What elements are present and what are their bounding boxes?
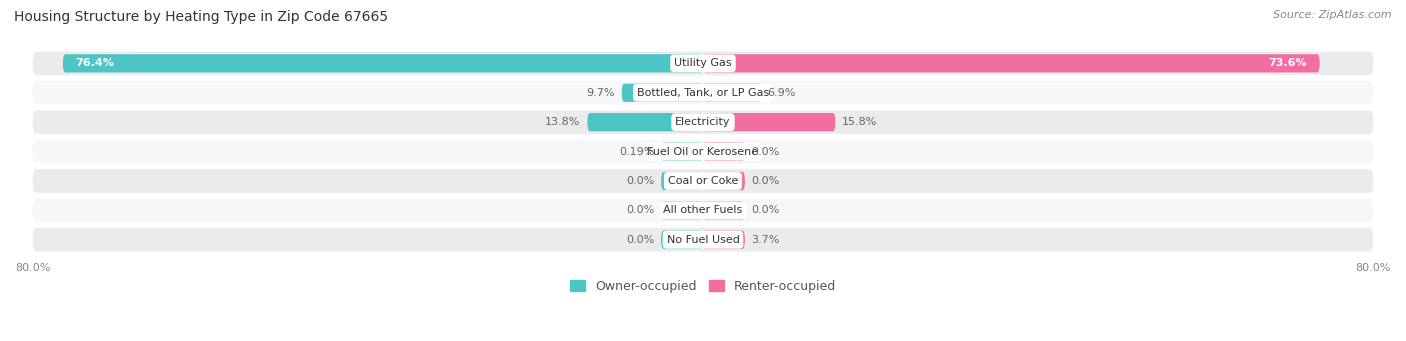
Text: 0.0%: 0.0% [752,176,780,186]
FancyBboxPatch shape [703,54,1320,72]
FancyBboxPatch shape [32,169,1374,193]
Text: Utility Gas: Utility Gas [675,58,731,68]
FancyBboxPatch shape [32,228,1374,252]
Text: 0.0%: 0.0% [752,147,780,157]
FancyBboxPatch shape [661,201,703,220]
FancyBboxPatch shape [703,143,745,161]
Text: Electricity: Electricity [675,117,731,127]
Text: Housing Structure by Heating Type in Zip Code 67665: Housing Structure by Heating Type in Zip… [14,10,388,24]
Text: All other Fuels: All other Fuels [664,205,742,216]
Text: Fuel Oil or Kerosene: Fuel Oil or Kerosene [647,147,759,157]
FancyBboxPatch shape [703,172,745,190]
FancyBboxPatch shape [703,84,761,102]
Text: 0.19%: 0.19% [619,147,654,157]
Text: 0.0%: 0.0% [626,205,654,216]
Legend: Owner-occupied, Renter-occupied: Owner-occupied, Renter-occupied [565,275,841,298]
Text: No Fuel Used: No Fuel Used [666,235,740,245]
Text: 0.0%: 0.0% [752,205,780,216]
Text: Source: ZipAtlas.com: Source: ZipAtlas.com [1274,10,1392,20]
FancyBboxPatch shape [32,140,1374,163]
Text: 76.4%: 76.4% [76,58,114,68]
FancyBboxPatch shape [703,231,745,249]
FancyBboxPatch shape [63,54,703,72]
FancyBboxPatch shape [32,51,1374,75]
Text: 6.9%: 6.9% [768,88,796,98]
FancyBboxPatch shape [32,81,1374,104]
Text: Coal or Coke: Coal or Coke [668,176,738,186]
FancyBboxPatch shape [621,84,703,102]
Text: 15.8%: 15.8% [842,117,877,127]
FancyBboxPatch shape [32,198,1374,222]
FancyBboxPatch shape [32,110,1374,134]
Text: 73.6%: 73.6% [1268,58,1308,68]
Text: Bottled, Tank, or LP Gas: Bottled, Tank, or LP Gas [637,88,769,98]
FancyBboxPatch shape [588,113,703,131]
FancyBboxPatch shape [703,113,835,131]
FancyBboxPatch shape [703,201,745,220]
FancyBboxPatch shape [661,231,703,249]
Text: 0.0%: 0.0% [626,235,654,245]
Text: 9.7%: 9.7% [586,88,614,98]
Text: 13.8%: 13.8% [546,117,581,127]
Text: 3.7%: 3.7% [752,235,780,245]
FancyBboxPatch shape [661,143,703,161]
Text: 0.0%: 0.0% [626,176,654,186]
FancyBboxPatch shape [661,172,703,190]
